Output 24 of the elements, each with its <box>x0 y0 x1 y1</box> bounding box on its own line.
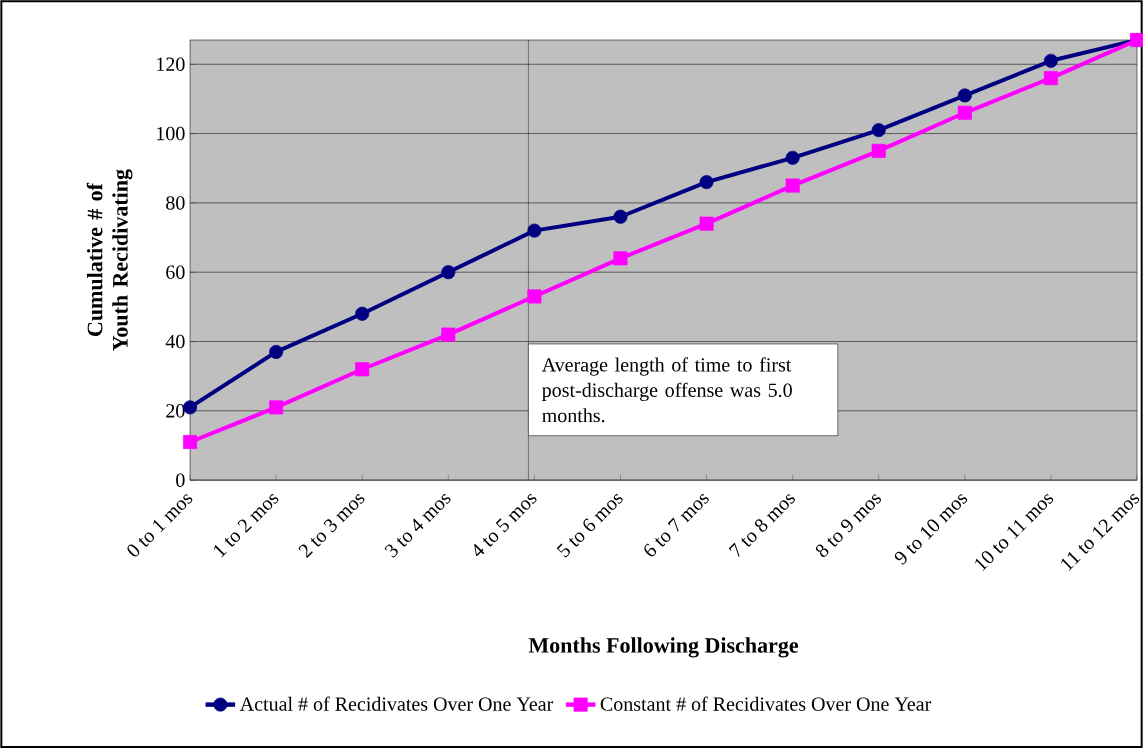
y-tick-label: 60 <box>166 265 185 279</box>
x-tick-label: 10 to 11 mos <box>975 493 1054 571</box>
x-tick-label: 3 to 4 mos <box>384 493 451 558</box>
legend-label: Actual # of Recidivates Over One Year <box>239 696 554 711</box>
x-axis-title: Months Following Discharge <box>528 637 799 658</box>
y-tick-label: 40 <box>165 334 185 349</box>
x-tick-label: 8 to 9 mos <box>815 493 881 557</box>
x-tick-label: 7 to 8 mos <box>728 493 795 557</box>
x-tick-label: 5 to 6 mos <box>556 493 623 558</box>
x-tick-label: 4 to 5 mos <box>474 493 537 557</box>
x-tick-label: 1 to 2 mos <box>213 493 279 558</box>
y-tick-label: 80 <box>166 196 185 210</box>
x-tick-label: 2 to 3 mos <box>298 493 365 558</box>
y-tick-label: 100 <box>157 126 185 141</box>
annotation: Average length of time to first post-discharge offense was 5.0 months. <box>541 357 792 423</box>
y-tick-label: 20 <box>166 403 185 418</box>
y-tick-label: 120 <box>157 57 185 71</box>
legend-label: Constant # of Recidivates Over One Year <box>600 696 932 711</box>
y-tick-label: 0 <box>176 473 185 487</box>
x-tick-label: 0 to 1 mos <box>127 493 193 557</box>
x-tick-label: 6 to 7 mos <box>644 493 709 557</box>
x-tick-label: 9 to 10 mos <box>894 493 968 565</box>
x-tick-label: 11 to 12 mos <box>1061 493 1140 571</box>
y-axis-title: Cumulative # of Youth Recidivating <box>86 169 133 351</box>
